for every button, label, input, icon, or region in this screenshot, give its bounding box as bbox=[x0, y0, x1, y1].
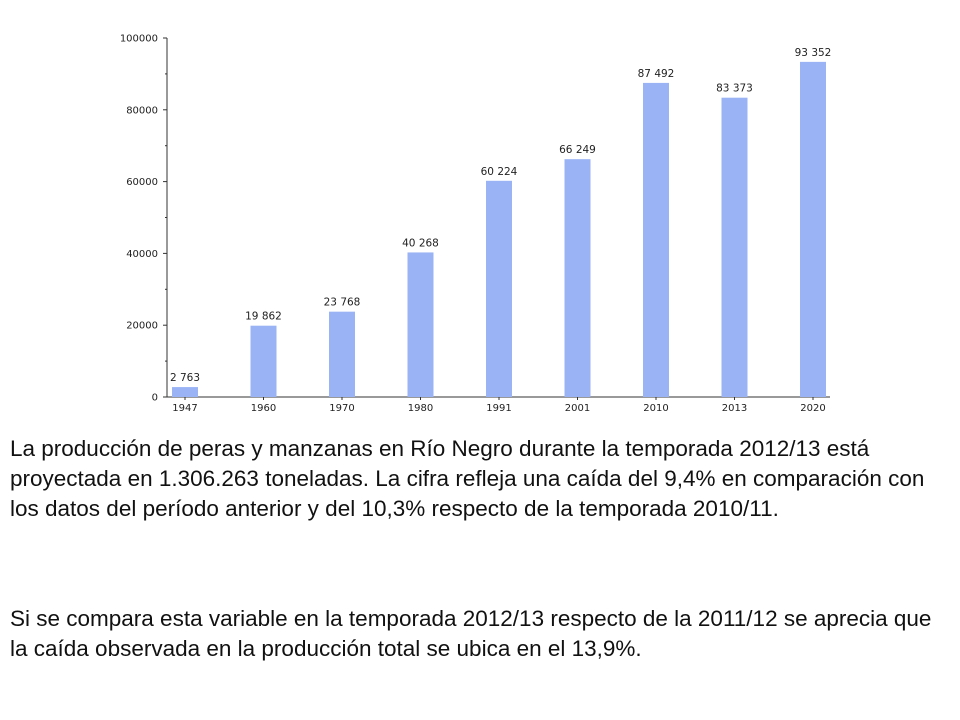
y-tick-label: 0 bbox=[152, 393, 158, 404]
data-label-1947: 2 763 bbox=[170, 372, 200, 384]
bar-1991 bbox=[486, 180, 512, 397]
bar-1947 bbox=[172, 387, 198, 397]
bar-2020 bbox=[800, 61, 826, 397]
data-labels: 2 763 19 862 23 768 40 268 60 224 66 249 87 49… bbox=[170, 47, 831, 384]
data-label-2020: 93 352 bbox=[795, 47, 832, 59]
bars bbox=[172, 61, 826, 398]
x-tick-label-2001: 2001 bbox=[565, 403, 590, 414]
x-tick-label-2020: 2020 bbox=[800, 403, 825, 414]
bar-2010 bbox=[643, 82, 669, 397]
bar-chart: 0 20000 40000 60000 80000 100000 1947 1960 1970… bbox=[120, 34, 832, 415]
x-tick-label-1980: 1980 bbox=[408, 403, 433, 414]
y-axis: 0 20000 40000 60000 80000 100000 bbox=[120, 34, 168, 404]
x-tick-label-1970: 1970 bbox=[329, 403, 354, 414]
y-tick-label: 20000 bbox=[126, 321, 158, 332]
description-paragraph-1: La producción de peras y manzanas en Río… bbox=[10, 436, 925, 521]
data-label-2010: 87 492 bbox=[638, 68, 675, 80]
bar-1960 bbox=[250, 325, 277, 397]
bar-2013 bbox=[721, 97, 748, 398]
description-paragraph-2: Si se compara esta variable en la tempor… bbox=[10, 606, 932, 661]
data-label-2001: 66 249 bbox=[559, 144, 596, 156]
y-tick-label: 100000 bbox=[120, 34, 158, 45]
data-label-1980: 40 268 bbox=[402, 237, 439, 249]
bar-2001 bbox=[564, 159, 591, 397]
y-tick-label: 40000 bbox=[126, 249, 158, 260]
x-axis: 1947 1960 1970 1980 1991 2001 2010 2013 2020 bbox=[167, 396, 830, 414]
x-tick-label-1947: 1947 bbox=[172, 403, 197, 414]
x-tick-label-1960: 1960 bbox=[251, 403, 276, 414]
bar-1970 bbox=[329, 311, 355, 397]
data-label-1960: 19 862 bbox=[245, 311, 282, 323]
y-tick-label: 80000 bbox=[126, 105, 158, 116]
x-tick-label-2013: 2013 bbox=[722, 403, 747, 414]
data-label-1970: 23 768 bbox=[324, 297, 361, 309]
bar-1980 bbox=[407, 252, 434, 397]
y-tick-label: 60000 bbox=[126, 177, 158, 188]
x-tick-label-2010: 2010 bbox=[643, 403, 668, 414]
data-label-2013: 83 373 bbox=[716, 83, 753, 95]
x-tick-label-1991: 1991 bbox=[486, 403, 511, 414]
data-label-1991: 60 224 bbox=[481, 166, 518, 178]
